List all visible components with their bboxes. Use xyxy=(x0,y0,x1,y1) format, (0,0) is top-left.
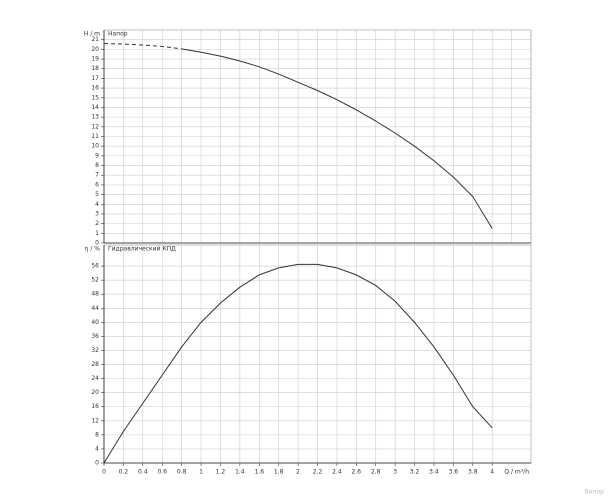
y-tick-label: 6 xyxy=(95,181,99,188)
data-line xyxy=(103,263,493,464)
x-tick-label: 2 xyxy=(296,469,300,476)
y-tick-label: 17 xyxy=(91,75,99,82)
y-tick-label: 11 xyxy=(91,133,99,140)
x-tick-label: 3.8 xyxy=(468,469,478,476)
panel-title: Напор xyxy=(108,31,128,38)
y-axis-label: η / % xyxy=(85,246,101,253)
y-tick-label: 24 xyxy=(91,375,99,382)
y-axis-label: H / m xyxy=(84,31,100,38)
x-tick-label: 2.2 xyxy=(313,469,323,476)
data-line xyxy=(103,43,182,50)
y-tick-label: 7 xyxy=(95,172,99,179)
y-tick-label: 18 xyxy=(91,65,99,72)
y-tick-label: 9 xyxy=(95,152,99,159)
y-tick-label: 52 xyxy=(91,277,99,284)
watermark: Вилор xyxy=(585,489,605,496)
x-tick-label: 0.2 xyxy=(119,469,129,476)
y-tick-label: 28 xyxy=(91,361,99,368)
y-tick-label: 15 xyxy=(91,94,99,101)
y-tick-label: 20 xyxy=(91,46,99,53)
y-tick-label: 40 xyxy=(91,319,99,326)
data-line xyxy=(181,48,493,229)
x-tick-label: 1.4 xyxy=(235,469,245,476)
y-tick-label: 21 xyxy=(91,36,99,43)
y-tick-label: 4 xyxy=(95,445,99,452)
y-tick-label: 2 xyxy=(95,220,99,227)
y-tick-label: 12 xyxy=(91,417,99,424)
y-tick-label: 19 xyxy=(91,56,99,63)
x-tick-label: 0.4 xyxy=(138,469,148,476)
x-tick-label: 3 xyxy=(393,469,397,476)
x-tick-label: 3.4 xyxy=(429,469,439,476)
x-tick-label: 1.8 xyxy=(274,469,284,476)
y-tick-label: 16 xyxy=(91,403,99,410)
y-tick-label: 44 xyxy=(91,305,99,312)
x-tick-label: 2.8 xyxy=(371,469,381,476)
x-tick-label: 1.2 xyxy=(216,469,226,476)
x-tick-label: 0 xyxy=(102,469,106,476)
y-tick-label: 13 xyxy=(91,114,99,121)
x-tick-label: 0.6 xyxy=(157,469,167,476)
y-tick-label: 5 xyxy=(95,191,99,198)
x-tick-label: 2.4 xyxy=(332,469,342,476)
x-tick-label: 3.6 xyxy=(449,469,459,476)
panel-title: Гидравлический КПД xyxy=(108,246,176,253)
y-tick-label: 1 xyxy=(95,230,99,237)
y-tick-label: 8 xyxy=(95,162,99,169)
y-tick-label: 20 xyxy=(91,389,99,396)
y-tick-label: 0 xyxy=(95,240,99,247)
x-axis-label: Q / m³/h xyxy=(504,469,529,476)
y-tick-label: 0 xyxy=(95,460,99,467)
x-tick-label: 0.8 xyxy=(177,469,187,476)
y-tick-label: 10 xyxy=(91,143,99,150)
y-tick-label: 14 xyxy=(91,104,99,111)
x-tick-label: 1 xyxy=(199,469,203,476)
y-tick-label: 48 xyxy=(91,291,99,298)
y-tick-label: 3 xyxy=(95,210,99,217)
y-tick-label: 36 xyxy=(91,333,99,340)
y-tick-label: 56 xyxy=(91,263,99,270)
y-tick-label: 8 xyxy=(95,431,99,438)
x-tick-label: 3.2 xyxy=(410,469,420,476)
x-tick-label: 2.6 xyxy=(352,469,362,476)
y-tick-label: 32 xyxy=(91,347,99,354)
y-tick-label: 16 xyxy=(91,85,99,92)
y-tick-label: 4 xyxy=(95,201,99,208)
y-tick-label: 12 xyxy=(91,123,99,130)
x-tick-label: 1.6 xyxy=(254,469,264,476)
x-tick-label: 4 xyxy=(490,469,494,476)
